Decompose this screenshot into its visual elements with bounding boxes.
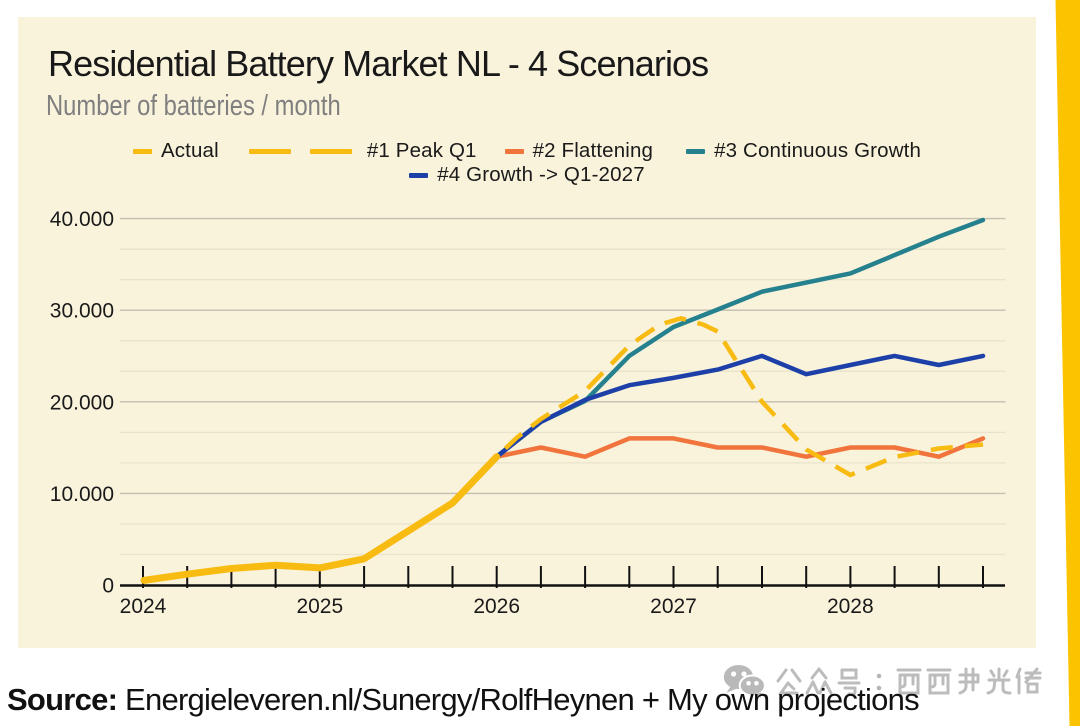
svg-text:2027: 2027 bbox=[650, 595, 697, 618]
svg-text:0: 0 bbox=[102, 575, 114, 598]
svg-text:2028: 2028 bbox=[827, 595, 874, 618]
svg-text:20.000: 20.000 bbox=[50, 391, 114, 414]
svg-text:2024: 2024 bbox=[120, 595, 167, 618]
svg-text:30.000: 30.000 bbox=[50, 300, 114, 323]
svg-text:40.000: 40.000 bbox=[50, 208, 114, 231]
svg-text:2026: 2026 bbox=[473, 595, 520, 618]
svg-text:2025: 2025 bbox=[296, 595, 343, 618]
svg-text:10.000: 10.000 bbox=[50, 483, 114, 506]
